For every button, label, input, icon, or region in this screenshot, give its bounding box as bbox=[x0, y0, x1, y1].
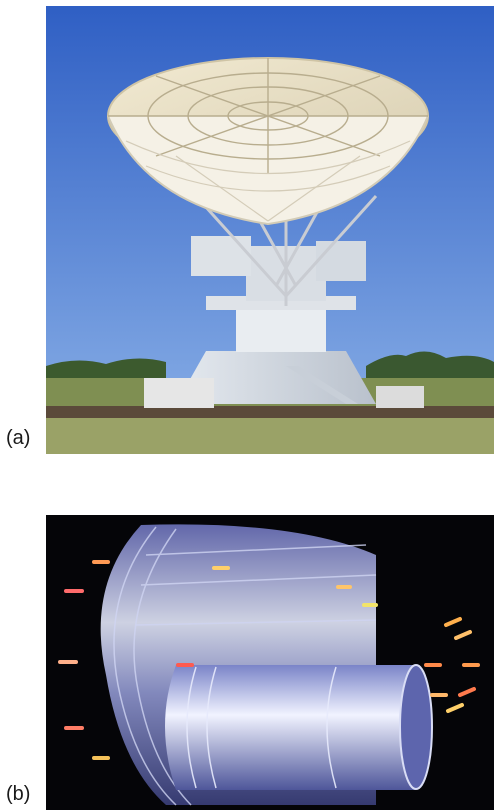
panel-a-label: (a) bbox=[6, 427, 31, 449]
telescope-photo bbox=[46, 6, 494, 454]
panel-b-label: (b) bbox=[6, 783, 31, 805]
cylinder-render bbox=[46, 515, 494, 810]
